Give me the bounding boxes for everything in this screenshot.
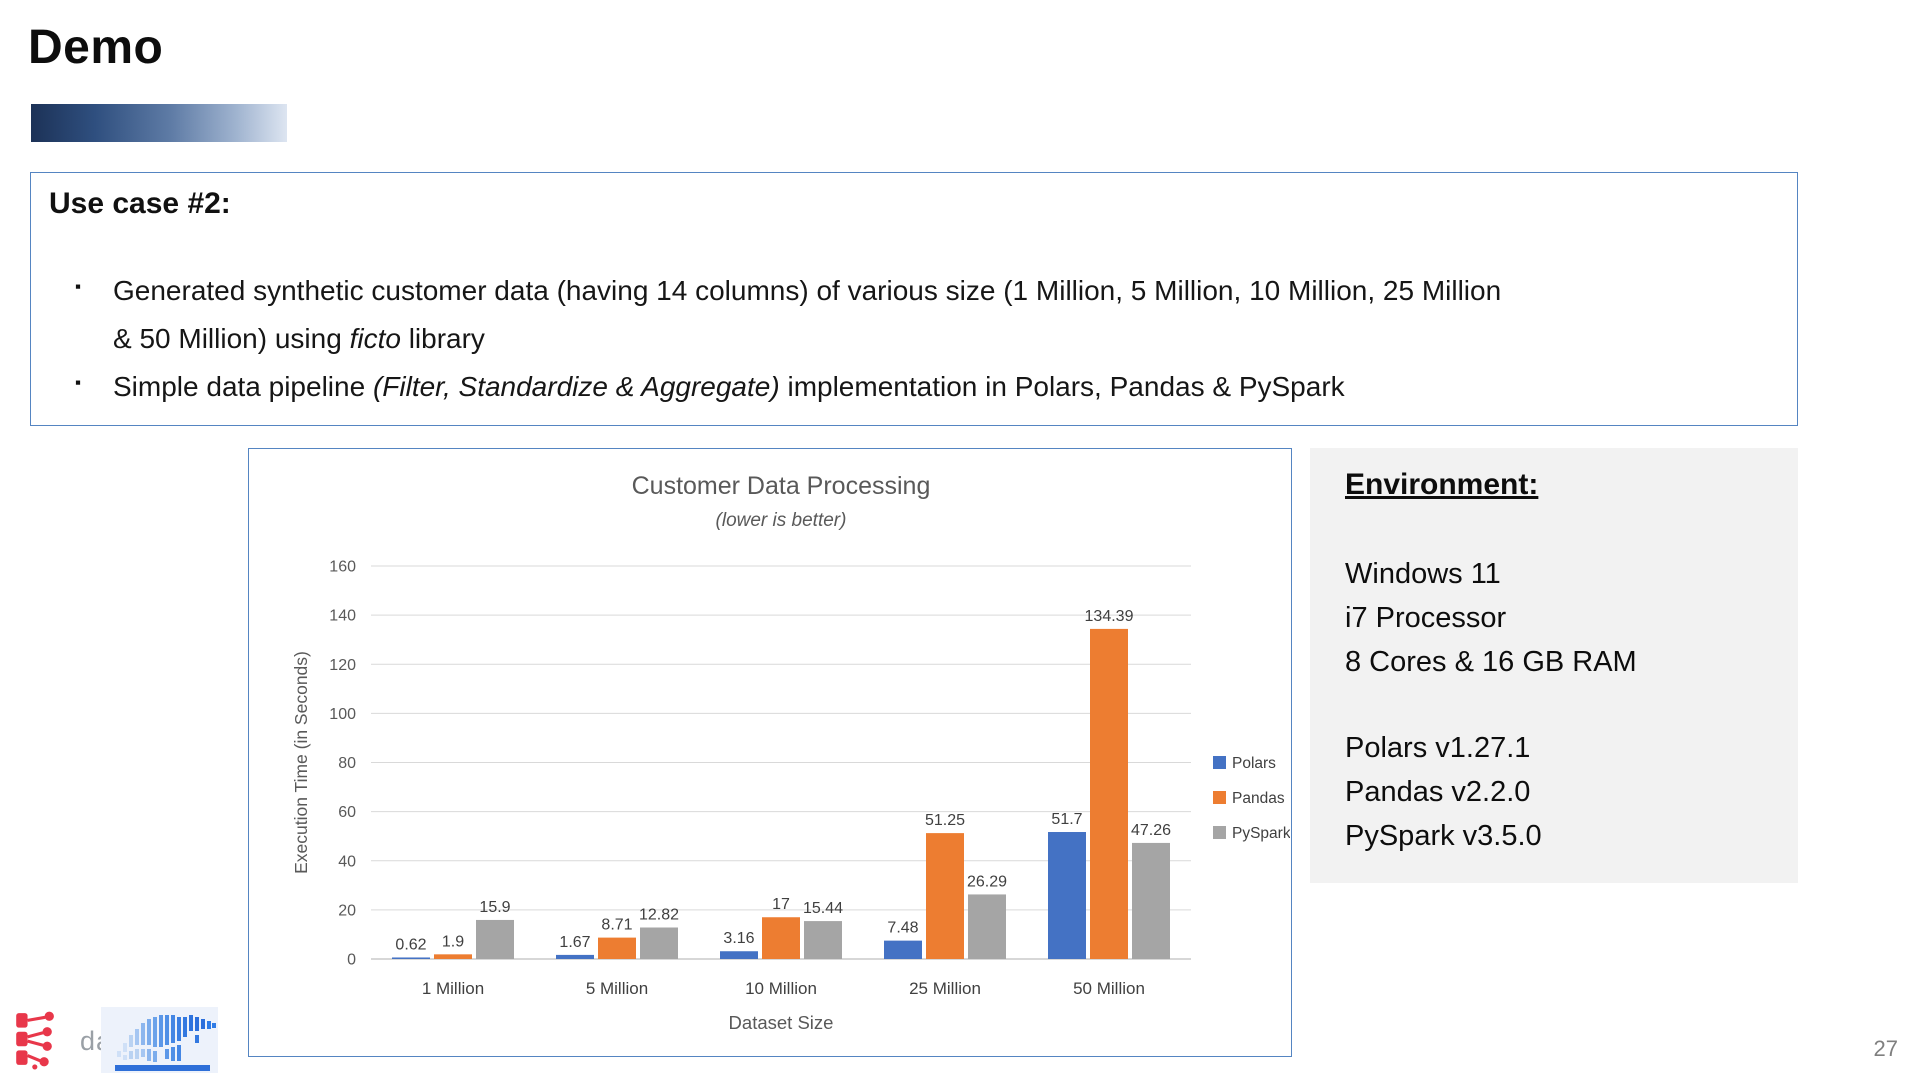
env-box: Environment: Windows 11 i7 Processor 8 Cor… xyxy=(1310,448,1798,883)
bar-Polars-1 Million xyxy=(392,957,430,959)
bar-Pandas-1 Million xyxy=(434,954,472,959)
y-tick-label: 40 xyxy=(338,853,356,870)
bar-Polars-25 Million xyxy=(884,940,922,959)
polars-bear-icon xyxy=(115,1015,216,1071)
bar-value-label: 26.29 xyxy=(967,873,1007,890)
bullet-text: Generated synthetic customer data (havin… xyxy=(113,275,1502,354)
bar-value-label: 3.16 xyxy=(723,930,754,947)
x-tick-label: 10 Million xyxy=(745,979,817,998)
bar-Polars-50 Million xyxy=(1048,832,1086,959)
bar-Polars-5 Million xyxy=(556,954,594,959)
bar-value-label: 12.82 xyxy=(639,907,679,924)
chart-box: Customer Data Processing (lower is better… xyxy=(248,448,1292,1057)
da-logo-icon xyxy=(10,1008,72,1075)
legend-swatch-PySpark xyxy=(1213,826,1226,839)
bar-PySpark-5 Million xyxy=(640,927,678,959)
bullet-marker-icon: ▪ xyxy=(75,373,82,392)
usecase-heading: Use case #2: xyxy=(49,187,231,220)
env-line: i7 Processor xyxy=(1345,602,1507,634)
bar-chart: Customer Data Processing (lower is better… xyxy=(291,472,1290,1033)
x-tick-label: 25 Million xyxy=(909,979,981,998)
y-tick-label: 20 xyxy=(338,902,356,919)
bullet-item: ▪ Simple data pipeline (Filter, Standardi… xyxy=(75,363,1777,411)
bar-value-label: 51.7 xyxy=(1051,811,1082,828)
legend-swatch-Polars xyxy=(1213,756,1226,769)
env-line: PySpark v3.5.0 xyxy=(1345,820,1542,852)
chart-subtitle: (lower is better) xyxy=(716,510,847,531)
bar-value-label: 1.67 xyxy=(559,934,590,951)
bar-PySpark-50 Million xyxy=(1132,842,1170,959)
bullet-list: ▪ Generated synthetic customer data (havi… xyxy=(49,267,1777,411)
da-logo: da xyxy=(10,1008,112,1075)
bar-value-label: 47.26 xyxy=(1131,822,1171,839)
bar-value-label: 7.48 xyxy=(887,920,918,937)
slide-title: Demo xyxy=(28,21,164,74)
bullet-text: Simple data pipeline (Filter, Standardiz… xyxy=(113,371,1345,402)
env-versions: Polars v1.27.1 Pandas v2.2.0 PySpark v3.5.… xyxy=(1345,726,1788,858)
bar-value-label: 134.39 xyxy=(1085,608,1134,625)
y-axis-title: Execution Time (in Seconds) xyxy=(291,651,311,874)
bar-PySpark-1 Million xyxy=(476,919,514,959)
env-line: 8 Cores & 16 GB RAM xyxy=(1345,646,1637,678)
bar-value-label: 0.62 xyxy=(395,936,426,953)
x-axis-title: Dataset Size xyxy=(729,1012,834,1033)
bar-value-label: 51.25 xyxy=(925,812,965,829)
bullet-item: ▪ Generated synthetic customer data (havi… xyxy=(75,267,1777,363)
bar-Pandas-50 Million xyxy=(1090,628,1128,959)
y-tick-label: 0 xyxy=(347,952,356,969)
y-tick-label: 60 xyxy=(338,804,356,821)
polars-logo xyxy=(101,1007,218,1073)
bar-Polars-10 Million xyxy=(720,951,758,959)
env-line: Windows 11 xyxy=(1345,558,1501,590)
env-line: Pandas v2.2.0 xyxy=(1345,776,1531,808)
bar-PySpark-10 Million xyxy=(804,921,842,959)
bar-value-label: 8.71 xyxy=(601,917,632,934)
page-number: 27 xyxy=(1873,1036,1898,1061)
x-tick-label: 50 Million xyxy=(1073,979,1145,998)
bar-Pandas-10 Million xyxy=(762,917,800,959)
bullet-marker-icon: ▪ xyxy=(75,277,82,296)
bar-value-label: 15.9 xyxy=(479,899,510,916)
legend-label: Pandas xyxy=(1232,790,1285,807)
legend-label: Polars xyxy=(1232,755,1276,772)
env-heading: Environment: xyxy=(1345,468,1539,501)
env-system: Windows 11 i7 Processor 8 Cores & 16 GB RA… xyxy=(1345,552,1788,684)
bar-Pandas-5 Million xyxy=(598,937,636,959)
y-tick-label: 80 xyxy=(338,755,356,772)
bar-Pandas-25 Million xyxy=(926,833,964,959)
bar-PySpark-25 Million xyxy=(968,894,1006,959)
title-accent-bar xyxy=(31,104,287,142)
x-tick-label: 1 Million xyxy=(422,979,484,998)
y-tick-label: 120 xyxy=(329,657,356,674)
legend-label: PySpark xyxy=(1232,825,1290,842)
x-tick-label: 5 Million xyxy=(586,979,648,998)
chart-title: Customer Data Processing xyxy=(632,472,931,500)
y-tick-label: 160 xyxy=(329,559,356,576)
bar-value-label: 17 xyxy=(772,896,790,913)
usecase-box: Use case #2: ▪ Generated synthetic custom… xyxy=(30,172,1798,426)
y-tick-label: 100 xyxy=(329,706,356,723)
legend-swatch-Pandas xyxy=(1213,791,1226,804)
bar-value-label: 1.9 xyxy=(442,933,464,950)
y-tick-label: 140 xyxy=(329,608,356,625)
env-line: Polars v1.27.1 xyxy=(1345,732,1531,764)
bar-value-label: 15.44 xyxy=(803,900,843,917)
